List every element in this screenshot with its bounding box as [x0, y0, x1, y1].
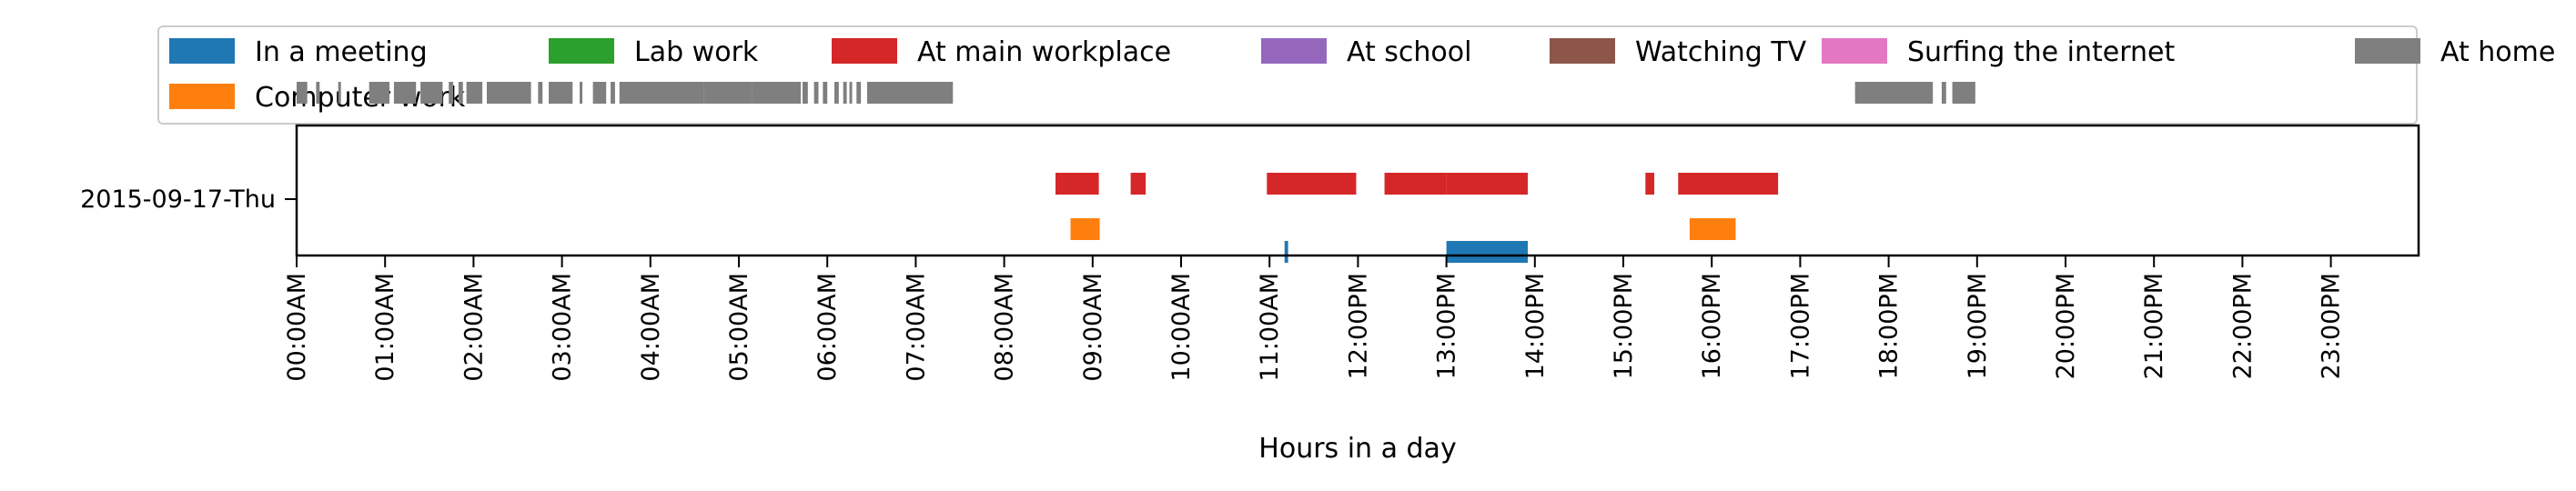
- bar-segment: [1941, 82, 1946, 104]
- x-tick-label: 21:00PM: [2140, 273, 2168, 379]
- legend-label: Watching TV: [1635, 36, 1807, 68]
- bar-segment: [1446, 241, 1529, 263]
- x-tick-label: 01:00AM: [371, 273, 399, 382]
- bar-segment: [849, 82, 853, 104]
- bar-segment: [369, 82, 390, 104]
- x-tick-label: 07:00AM: [902, 273, 930, 382]
- legend-label: Lab work: [634, 36, 759, 68]
- x-axis-label: Hours in a day: [1258, 433, 1456, 465]
- bar-segment: [538, 82, 543, 104]
- x-tick-label: 16:00PM: [1698, 273, 1726, 379]
- bar-segment: [549, 82, 573, 104]
- bar-segment: [611, 82, 615, 104]
- bar-segment: [1130, 173, 1147, 195]
- x-tick-label: 14:00PM: [1521, 273, 1550, 379]
- plot-marks: [297, 82, 1975, 263]
- x-tick-label: 15:00PM: [1610, 273, 1638, 379]
- x-axis: 00:00AM 01:00AM 02:00AM 03:00AM 04:00AM 05:00…: [283, 256, 2346, 382]
- x-tick-label: 13:00PM: [1433, 273, 1461, 379]
- bar-segment: [625, 82, 704, 104]
- legend-swatch: [549, 38, 614, 64]
- bar-segment: [466, 82, 483, 104]
- x-tick-label: 17:00PM: [1786, 273, 1814, 379]
- x-tick-label: 20:00PM: [2052, 273, 2080, 379]
- bar-segment: [1952, 82, 1975, 104]
- x-tick-label: 03:00AM: [549, 273, 577, 382]
- bar-segment: [1267, 173, 1357, 195]
- x-tick-label: 08:00AM: [991, 273, 1019, 382]
- bar-segment: [823, 82, 828, 104]
- bar-segment: [703, 82, 753, 104]
- x-tick-label: 23:00PM: [2318, 273, 2346, 379]
- bar-segment: [813, 82, 819, 104]
- x-tick-label: 05:00AM: [725, 273, 753, 382]
- bar-segment: [316, 82, 320, 104]
- x-tick-label: 19:00PM: [1964, 273, 1992, 379]
- legend-swatch: [832, 38, 897, 64]
- legend-label: At school: [1347, 36, 1471, 68]
- x-tick-label: 04:00AM: [637, 273, 665, 382]
- bar-segment: [297, 82, 308, 104]
- bar-segment: [1678, 173, 1779, 195]
- bar-segment: [752, 82, 802, 104]
- bar-segment: [1689, 218, 1736, 240]
- bar-segment: [1446, 173, 1529, 195]
- x-tick-label: 02:00AM: [460, 273, 488, 382]
- x-tick-label: 22:00PM: [2228, 273, 2257, 379]
- x-tick-label: 11:00AM: [1256, 273, 1284, 382]
- bar-segment: [449, 82, 454, 104]
- bar-segment: [592, 82, 607, 104]
- legend-label: At main workplace: [917, 36, 1171, 68]
- legend-swatch: [1261, 38, 1327, 64]
- bar-segment: [1070, 218, 1100, 240]
- bar-segment: [1854, 82, 1934, 104]
- bar-segment: [338, 82, 341, 104]
- bar-segment: [1384, 173, 1447, 195]
- x-tick-label: 18:00PM: [1875, 273, 1904, 379]
- bar-segment: [856, 82, 862, 104]
- legend-swatch: [2355, 38, 2420, 64]
- legend-swatch: [1550, 38, 1615, 64]
- bar-segment: [420, 82, 443, 104]
- legend-swatch: [169, 84, 235, 109]
- legend-swatch: [169, 38, 235, 64]
- bar-segment: [458, 82, 463, 104]
- bar-segment: [843, 82, 847, 104]
- x-tick-label: 06:00AM: [813, 273, 842, 382]
- x-tick-label: 00:00AM: [283, 273, 311, 382]
- bar-segment: [1284, 241, 1288, 263]
- legend-swatch: [1822, 38, 1887, 64]
- bar-segment: [619, 82, 629, 104]
- plot-frame: [295, 124, 2420, 257]
- legend-label: At home: [2440, 36, 2555, 68]
- x-tick-label: 09:00AM: [1079, 273, 1107, 382]
- row-label: 2015-09-17-Thu: [80, 185, 276, 214]
- bar-segment: [486, 82, 531, 104]
- bar-segment: [393, 82, 417, 104]
- bar-segment: [802, 82, 808, 104]
- bar-segment: [1055, 173, 1099, 195]
- bar-segment: [866, 82, 954, 104]
- bar-segment: [833, 82, 839, 104]
- bar-segment: [580, 82, 583, 104]
- legend-label: In a meeting: [255, 36, 428, 68]
- x-tick-label: 10:00AM: [1167, 273, 1196, 382]
- legend-label: Surfing the internet: [1907, 36, 2175, 68]
- bar-segment: [1645, 173, 1655, 195]
- y-axis: 2015-09-17-Thu: [80, 185, 297, 214]
- x-tick-label: 12:00PM: [1344, 273, 1372, 379]
